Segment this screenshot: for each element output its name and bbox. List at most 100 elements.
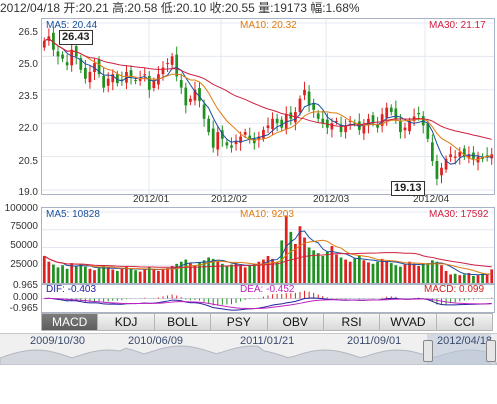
volume-bar <box>389 263 393 283</box>
x-tick-label: 2012/03 <box>313 194 350 205</box>
candle-body <box>430 142 434 162</box>
candle-body <box>134 80 137 82</box>
macd-chart-panel[interactable]: DIF: -0.403 DEA: -0.452 MACD: 0.099 <box>41 284 495 313</box>
tab-obv[interactable]: OBV <box>267 313 324 331</box>
volume-bar <box>266 256 270 283</box>
x-tick-label: 2012/02 <box>211 194 248 205</box>
candle-body <box>449 154 452 158</box>
candle-body <box>316 113 320 119</box>
price-y-tick: 20.5 <box>18 156 38 167</box>
candle-body <box>248 135 252 139</box>
volume-y-tick: 25000 <box>10 259 38 270</box>
volume-y-tick: 100000 <box>4 203 38 214</box>
candle-body <box>170 56 174 65</box>
navigator-overview-chart <box>0 334 497 365</box>
candle-body <box>367 118 370 126</box>
candle-body <box>56 51 60 57</box>
volume-bar <box>440 265 443 283</box>
candle-body <box>262 129 265 139</box>
tab-macd[interactable]: MACD <box>41 313 99 331</box>
range-handle-right[interactable] <box>486 340 496 362</box>
volume-bar <box>70 263 74 283</box>
volume-ma5-line <box>44 230 492 276</box>
macd-y-tick: 0.000 <box>12 292 38 303</box>
volume-bar <box>52 264 55 283</box>
price-ma10-line <box>44 37 492 161</box>
volume-bar <box>435 261 439 283</box>
volume-bar <box>138 271 142 283</box>
volume-bar <box>376 261 379 283</box>
ma10-label: MA10: 20.32 <box>240 20 297 31</box>
volume-bar <box>403 264 407 283</box>
price-ma30-line <box>44 37 492 140</box>
candle-body <box>175 54 179 77</box>
candle-body <box>120 79 124 81</box>
volume-bar <box>161 269 165 283</box>
volume-bar <box>74 265 78 283</box>
volume-bar <box>394 265 398 283</box>
volume-chart <box>42 211 494 283</box>
volume-bar <box>230 264 233 283</box>
price-ma5-line <box>44 37 492 165</box>
candle-body <box>143 74 147 76</box>
volume-bar <box>202 260 206 283</box>
candle-body <box>179 80 183 88</box>
candle-body <box>399 120 402 133</box>
volume-bar <box>458 275 462 283</box>
tab-psy[interactable]: PSY <box>211 313 268 331</box>
volume-bar <box>289 231 293 283</box>
ma30-label: MA30: 21.17 <box>429 20 486 31</box>
volume-bar <box>42 256 46 283</box>
volume-bar <box>198 262 201 283</box>
volume-bar <box>399 266 402 283</box>
tab-kdj[interactable]: KDJ <box>98 313 155 331</box>
volume-bar <box>357 256 361 283</box>
candle-body <box>129 70 133 77</box>
candle-body <box>207 118 211 133</box>
tab-boll[interactable]: BOLL <box>154 313 212 331</box>
volume-bar <box>335 254 338 283</box>
x-tick-label: 2012/01 <box>133 194 170 205</box>
volume-bar <box>147 267 151 283</box>
volume-bar <box>134 270 137 283</box>
volume-bar <box>84 266 87 283</box>
candle-body <box>440 167 443 176</box>
candle-body <box>198 88 201 101</box>
tab-cci[interactable]: CCI <box>436 313 493 331</box>
volume-bar <box>248 265 252 283</box>
candle-body <box>70 49 74 66</box>
candle-body <box>403 127 407 131</box>
candle-body <box>52 32 55 50</box>
volume-ma10-line <box>44 239 492 275</box>
candle-body <box>280 119 284 128</box>
volume-bar <box>294 243 297 283</box>
vol-ma30-label: MA30: 17592 <box>429 209 489 220</box>
candle-body <box>312 103 316 110</box>
candle-body <box>211 128 215 148</box>
candle-body <box>353 122 357 124</box>
volume-bar <box>97 268 101 283</box>
candle-body <box>357 121 361 130</box>
volume-bar <box>330 246 334 283</box>
dea-label: DEA: -0.452 <box>240 284 295 295</box>
volume-bar <box>284 215 288 283</box>
candle-body <box>189 98 192 102</box>
volume-bar <box>307 247 311 283</box>
price-y-tick: 25.0 <box>18 59 38 70</box>
tab-wvad[interactable]: WVAD <box>380 313 437 331</box>
volume-bar <box>252 263 256 283</box>
volume-bar <box>220 263 224 283</box>
volume-bar <box>152 268 156 283</box>
volume-bar <box>211 258 215 283</box>
range-handle-left[interactable] <box>423 340 433 362</box>
candle-body <box>152 80 156 89</box>
volume-bar <box>362 260 366 283</box>
price-chart-panel[interactable]: MA5: 20.44 MA10: 20.32 MA30: 21.17 26.43… <box>41 18 495 196</box>
price-chart <box>42 19 494 194</box>
timeline-navigator[interactable]: 2009/10/30 2010/06/09 2011/01/21 2011/09… <box>0 333 497 365</box>
candle-body <box>307 91 311 106</box>
dea-line <box>44 297 492 310</box>
volume-chart-panel[interactable]: MA5: 10828 MA10: 9203 MA30: 17592 <box>41 207 495 284</box>
tab-rsi[interactable]: RSI <box>323 313 381 331</box>
volume-bar <box>303 237 306 283</box>
